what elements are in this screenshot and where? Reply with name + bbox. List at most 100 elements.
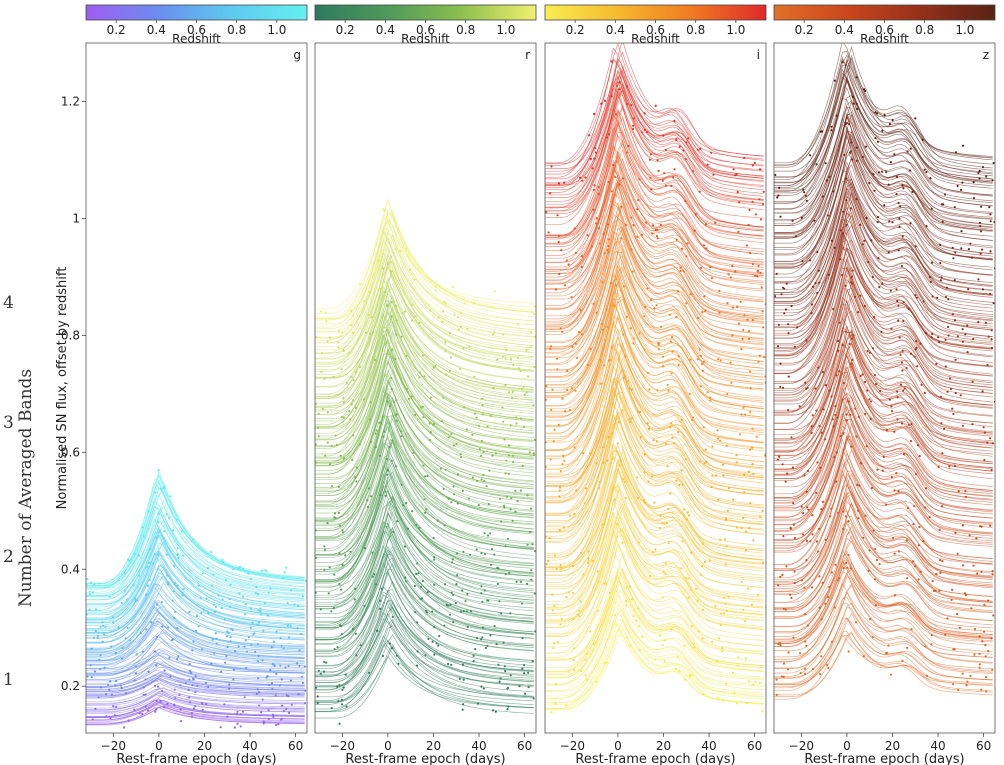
data-point-z bbox=[971, 423, 974, 426]
data-point-i bbox=[597, 580, 600, 583]
data-point-i bbox=[726, 393, 729, 396]
data-point-z bbox=[874, 137, 877, 140]
curve-z bbox=[774, 602, 993, 678]
data-point-z bbox=[835, 114, 838, 117]
data-point-i bbox=[545, 385, 548, 388]
data-point-i bbox=[559, 470, 563, 473]
data-point-g bbox=[204, 702, 208, 706]
data-point-i bbox=[730, 381, 733, 384]
data-point-r bbox=[459, 325, 463, 328]
data-point-g bbox=[290, 589, 293, 592]
data-point-r bbox=[326, 522, 329, 525]
data-point-i bbox=[690, 551, 693, 555]
data-point-i bbox=[709, 266, 712, 269]
data-point-r bbox=[528, 530, 532, 534]
curve-i bbox=[545, 577, 764, 675]
data-point-z bbox=[826, 663, 829, 667]
curve-z bbox=[774, 470, 993, 571]
data-point-i bbox=[607, 251, 610, 254]
data-point-z bbox=[841, 343, 844, 347]
curve-r bbox=[315, 563, 534, 651]
data-point-g bbox=[142, 686, 145, 689]
data-point-z bbox=[981, 640, 984, 643]
data-point-i bbox=[764, 375, 766, 378]
data-point-i bbox=[664, 572, 667, 575]
data-point-g bbox=[195, 614, 199, 618]
data-point-r bbox=[472, 654, 475, 658]
data-point-i bbox=[553, 554, 557, 557]
data-point-r bbox=[321, 407, 324, 411]
data-point-i bbox=[670, 628, 673, 631]
data-point-i bbox=[584, 176, 587, 179]
data-point-z bbox=[961, 181, 964, 184]
data-point-g bbox=[126, 626, 129, 629]
data-point-i bbox=[723, 612, 726, 615]
data-point-z bbox=[849, 281, 852, 284]
data-point-g bbox=[267, 717, 270, 721]
data-point-r bbox=[419, 585, 423, 588]
data-point-z bbox=[808, 154, 812, 157]
data-point-z bbox=[987, 335, 990, 338]
data-point-i bbox=[607, 436, 610, 439]
data-point-z bbox=[864, 145, 868, 148]
curve-r bbox=[315, 488, 534, 598]
curve-z bbox=[774, 602, 993, 674]
data-point-i bbox=[545, 441, 547, 444]
data-point-z bbox=[784, 308, 788, 311]
curve-r bbox=[315, 299, 534, 399]
curves-g bbox=[86, 469, 305, 726]
data-point-i bbox=[630, 216, 633, 219]
data-point-g bbox=[154, 710, 157, 713]
plot-frame-i bbox=[544, 42, 767, 734]
data-point-i bbox=[605, 308, 608, 311]
data-point-g bbox=[285, 566, 288, 569]
data-point-i bbox=[557, 423, 560, 426]
data-point-z bbox=[953, 464, 957, 468]
data-point-i bbox=[595, 311, 598, 314]
curve-i bbox=[545, 511, 764, 628]
curve-z bbox=[774, 436, 993, 541]
curve-r bbox=[315, 389, 534, 505]
data-point-z bbox=[857, 517, 860, 520]
data-point-r bbox=[505, 495, 509, 498]
data-point-z bbox=[839, 229, 842, 232]
data-point-g bbox=[132, 584, 135, 587]
data-point-i bbox=[602, 232, 605, 235]
data-point-g bbox=[224, 661, 227, 664]
data-point-g bbox=[174, 610, 177, 613]
data-point-z bbox=[825, 179, 828, 182]
curve-i bbox=[545, 313, 764, 452]
data-point-i bbox=[618, 88, 621, 91]
data-point-z bbox=[913, 505, 916, 508]
data-point-r bbox=[481, 600, 484, 603]
data-point-i bbox=[731, 334, 734, 337]
data-point-z bbox=[913, 355, 916, 358]
curve-z bbox=[774, 195, 993, 326]
data-point-z bbox=[776, 345, 780, 348]
outer-tick-3: 3 bbox=[3, 413, 14, 433]
data-point-z bbox=[874, 604, 878, 607]
data-point-g bbox=[249, 626, 252, 630]
colorbar-tick-z-0: 0.2 bbox=[795, 23, 814, 37]
data-point-r bbox=[505, 349, 508, 352]
data-point-i bbox=[723, 596, 726, 599]
data-point-z bbox=[890, 476, 893, 479]
data-point-g bbox=[236, 722, 239, 725]
data-point-z bbox=[983, 603, 986, 607]
data-point-i bbox=[580, 669, 583, 673]
data-point-r bbox=[413, 278, 416, 281]
data-point-i bbox=[685, 302, 688, 305]
data-point-r bbox=[441, 320, 444, 323]
data-point-i bbox=[556, 368, 559, 371]
data-point-r bbox=[508, 571, 511, 574]
data-point-i bbox=[735, 702, 739, 705]
curve-z bbox=[774, 265, 993, 394]
curve-i bbox=[545, 166, 764, 284]
data-point-i bbox=[701, 369, 704, 373]
data-point-i bbox=[755, 435, 758, 438]
data-point-z bbox=[984, 643, 987, 647]
data-point-g bbox=[155, 603, 158, 606]
curve-z bbox=[774, 360, 993, 488]
data-point-z bbox=[845, 413, 848, 416]
data-point-z bbox=[792, 502, 795, 505]
